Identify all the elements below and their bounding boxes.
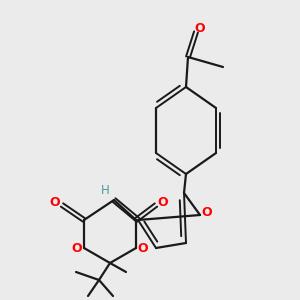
Text: O: O: [202, 206, 212, 220]
Text: O: O: [72, 242, 82, 256]
Text: O: O: [195, 22, 205, 35]
Text: O: O: [50, 196, 60, 209]
Text: H: H: [100, 184, 109, 197]
Text: O: O: [138, 242, 148, 256]
Text: O: O: [158, 196, 168, 209]
